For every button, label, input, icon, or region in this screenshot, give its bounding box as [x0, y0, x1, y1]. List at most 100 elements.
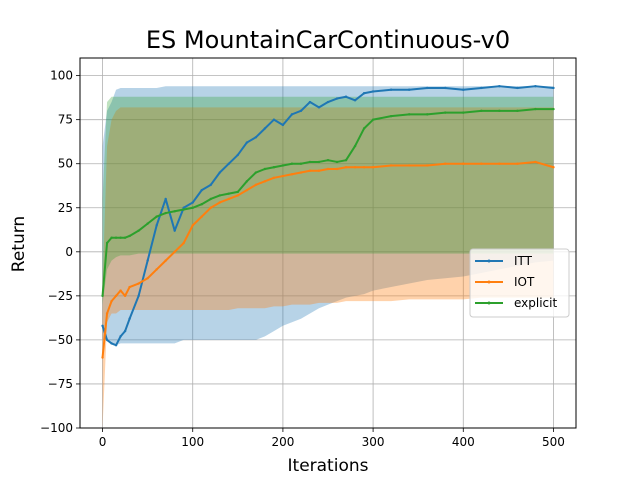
- chart-title: ES MountainCarContinuous-v0: [146, 26, 510, 54]
- line-explicit: [101, 108, 554, 296]
- point-itt: [123, 329, 127, 333]
- point-itt: [317, 106, 321, 109]
- point-iot: [164, 259, 167, 262]
- point-explicit: [173, 210, 176, 213]
- point-itt: [344, 95, 348, 98]
- point-explicit: [182, 208, 185, 211]
- point-explicit: [164, 211, 167, 215]
- point-explicit: [263, 167, 267, 171]
- point-iot: [281, 174, 285, 178]
- point-iot: [101, 356, 104, 359]
- point-itt: [263, 127, 267, 130]
- point-explicit: [498, 109, 501, 113]
- legend-box: [469, 248, 570, 318]
- legend-marker-itt: [487, 259, 491, 263]
- point-iot: [308, 169, 312, 172]
- point-itt: [299, 109, 303, 113]
- point-explicit: [123, 236, 127, 239]
- x-tick-label: 0: [99, 435, 107, 449]
- point-explicit: [218, 194, 221, 197]
- point-explicit: [290, 162, 294, 165]
- point-explicit: [281, 164, 285, 167]
- point-explicit: [110, 236, 113, 239]
- plot-frame: [79, 57, 577, 429]
- point-explicit: [272, 166, 276, 169]
- point-iot: [263, 180, 267, 183]
- point-itt: [200, 188, 203, 192]
- point-iot: [426, 164, 429, 167]
- point-iot: [137, 282, 140, 285]
- point-iot: [105, 312, 109, 315]
- point-itt: [101, 324, 104, 328]
- point-itt: [155, 224, 158, 227]
- point-iot: [209, 206, 212, 209]
- point-itt: [191, 201, 194, 204]
- point-itt: [534, 84, 537, 88]
- point-iot: [254, 183, 258, 187]
- point-iot: [371, 166, 375, 169]
- point-explicit: [155, 215, 158, 218]
- point-iot: [326, 167, 330, 171]
- point-iot: [146, 277, 149, 280]
- point-explicit: [308, 160, 312, 164]
- point-explicit: [462, 111, 465, 114]
- legend-label-explicit: explicit: [514, 296, 557, 310]
- point-itt: [362, 92, 366, 95]
- point-itt: [290, 113, 294, 116]
- point-iot: [362, 166, 366, 169]
- point-itt: [335, 97, 339, 100]
- line-iot: [101, 160, 554, 358]
- point-iot: [353, 166, 357, 169]
- point-explicit: [444, 111, 447, 114]
- point-iot: [299, 171, 303, 174]
- x-tick-label: 300: [362, 435, 385, 449]
- point-explicit: [362, 127, 366, 130]
- y-tick-label: 25: [58, 201, 73, 215]
- point-itt: [137, 294, 140, 298]
- point-itt: [128, 317, 131, 320]
- point-iot: [114, 294, 118, 298]
- point-itt: [236, 153, 240, 157]
- band-explicit: [102, 96, 554, 305]
- point-itt: [110, 342, 113, 345]
- point-itt: [114, 343, 118, 347]
- point-explicit: [534, 107, 537, 111]
- y-tick-label: −25: [48, 289, 73, 303]
- y-axis-label: Return: [9, 216, 29, 272]
- point-explicit: [128, 234, 131, 238]
- point-itt: [462, 88, 465, 91]
- point-iot: [245, 188, 249, 192]
- point-iot: [290, 173, 294, 176]
- point-explicit: [245, 180, 249, 183]
- y-tick-label: 50: [58, 157, 73, 171]
- point-explicit: [119, 236, 122, 239]
- point-itt: [498, 84, 501, 88]
- point-itt: [444, 86, 447, 90]
- point-itt: [173, 229, 176, 232]
- point-itt: [209, 183, 212, 187]
- point-itt: [407, 88, 411, 91]
- point-iot: [498, 162, 501, 165]
- point-itt: [105, 338, 109, 342]
- point-itt: [371, 90, 375, 93]
- point-iot: [534, 160, 537, 164]
- point-iot: [123, 294, 127, 298]
- point-explicit: [101, 294, 104, 298]
- point-itt: [426, 86, 429, 90]
- point-itt: [254, 136, 258, 139]
- y-tick-label: 75: [58, 113, 73, 127]
- point-iot: [272, 176, 276, 180]
- point-explicit: [105, 241, 109, 245]
- x-axis-label: Iterations: [288, 456, 369, 476]
- plot-area: 0 100 200 300 400 500 −100 −75 −50 −25 0 25 50 75 100: [40, 57, 577, 449]
- point-itt: [182, 206, 185, 209]
- band-itt: [102, 86, 554, 346]
- point-itt: [308, 100, 312, 104]
- y-tick-label: 0: [65, 245, 73, 259]
- point-iot: [227, 197, 230, 201]
- x-tick-label: 500: [542, 435, 565, 449]
- point-iot: [218, 201, 221, 204]
- point-explicit: [317, 160, 321, 164]
- point-itt: [353, 99, 357, 102]
- point-explicit: [114, 236, 118, 239]
